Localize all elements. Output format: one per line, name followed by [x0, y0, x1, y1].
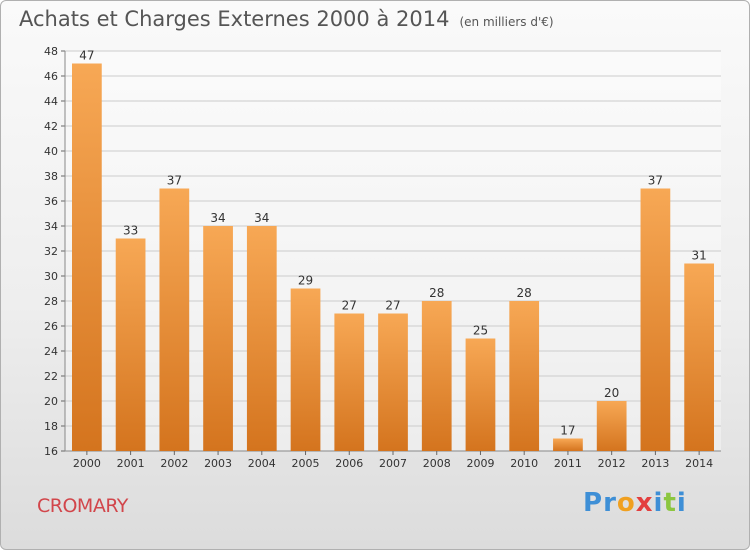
logo-letter: o: [616, 488, 636, 518]
x-tick-label: 2010: [510, 457, 538, 470]
bar: [684, 263, 715, 451]
bar: [640, 188, 671, 451]
data-label: 17: [560, 424, 575, 438]
y-tick-label: 40: [44, 145, 58, 158]
data-label: 27: [342, 299, 357, 313]
x-tick-label: 2007: [379, 457, 407, 470]
logo-letter: r: [603, 488, 617, 518]
bar: [421, 301, 452, 451]
y-tick-label: 18: [44, 420, 58, 433]
y-tick-label: 36: [44, 195, 58, 208]
data-label: 29: [298, 274, 313, 288]
data-label: 28: [429, 286, 444, 300]
bar: [159, 188, 190, 451]
x-tick-label: 2009: [466, 457, 494, 470]
bar: [115, 238, 146, 451]
x-tick-label: 2008: [423, 457, 451, 470]
chart-title: Achats et Charges Externes 2000 à 2014 (e…: [19, 7, 554, 31]
chart-title-text: Achats et Charges Externes 2000 à 2014: [19, 7, 450, 31]
x-tick-label: 2006: [335, 457, 363, 470]
y-tick-label: 38: [44, 170, 58, 183]
x-tick-label: 2002: [160, 457, 188, 470]
bar: [596, 401, 627, 451]
data-label: 25: [473, 324, 488, 338]
y-tick-label: 30: [44, 270, 58, 283]
x-tick-label: 2005: [292, 457, 320, 470]
y-tick-label: 42: [44, 120, 58, 133]
bar: [334, 313, 365, 451]
chart-subtitle: (en milliers d'€): [459, 15, 554, 29]
y-tick-label: 20: [44, 395, 58, 408]
x-tick-label: 2012: [598, 457, 626, 470]
logo-letter: P: [583, 488, 604, 518]
data-label: 33: [123, 224, 138, 238]
bar: [71, 63, 102, 451]
y-tick-label: 28: [44, 295, 58, 308]
x-tick-label: 2001: [117, 457, 145, 470]
bar: [378, 313, 408, 451]
x-tick-label: 2014: [685, 457, 713, 470]
data-label: 47: [79, 49, 94, 63]
x-tick-label: 2013: [641, 457, 669, 470]
city-name: CROMARY: [37, 495, 128, 517]
data-label: 31: [691, 249, 706, 263]
y-tick-label: 24: [44, 345, 58, 358]
logo-letter: i: [676, 488, 687, 518]
y-tick-label: 46: [44, 70, 58, 83]
y-tick-label: 48: [44, 45, 58, 58]
x-tick-label: 2003: [204, 457, 232, 470]
bar: [246, 226, 277, 451]
data-label: 37: [167, 174, 182, 188]
y-tick-label: 22: [44, 370, 58, 383]
x-tick-label: 2000: [73, 457, 101, 470]
proxiti-logo: Proxiti: [583, 488, 687, 518]
bar: [553, 438, 583, 451]
data-label: 20: [604, 386, 619, 400]
logo-letter: t: [663, 488, 677, 518]
logo-letter: x: [635, 488, 654, 518]
x-tick-label: 2004: [248, 457, 276, 470]
data-label: 34: [210, 211, 225, 225]
data-label: 28: [517, 286, 532, 300]
y-tick-label: 32: [44, 245, 58, 258]
y-tick-label: 44: [44, 95, 58, 108]
data-label: 37: [648, 174, 663, 188]
bar: [509, 301, 540, 451]
bar: [290, 288, 321, 451]
data-label: 34: [254, 211, 269, 225]
y-tick-label: 26: [44, 320, 58, 333]
bar: [465, 338, 496, 451]
bar: [203, 226, 233, 451]
y-tick-label: 16: [44, 445, 58, 458]
data-label: 27: [385, 299, 400, 313]
y-tick-label: 34: [44, 220, 58, 233]
logo-letter: i: [653, 488, 664, 518]
x-tick-label: 2011: [554, 457, 582, 470]
